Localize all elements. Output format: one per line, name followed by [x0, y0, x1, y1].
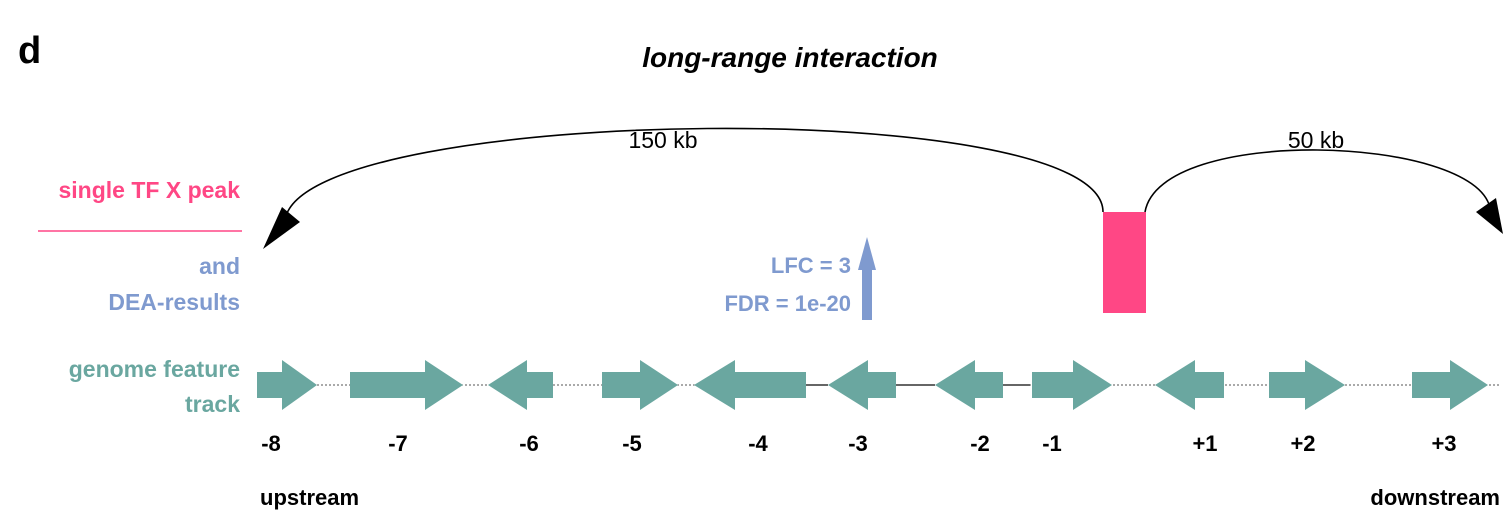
upstream-interaction-arc — [285, 127, 1104, 217]
gene-label: -7 — [388, 431, 408, 456]
tf-peak-track-label: single TF X peak — [59, 177, 241, 203]
gene-arrow — [257, 360, 317, 410]
gene-label: -5 — [622, 431, 642, 456]
gene-label: -4 — [748, 431, 768, 456]
genome-track-label-line2: track — [185, 391, 240, 417]
dea-track-label-line2: DEA-results — [108, 289, 240, 315]
gene-arrow — [1412, 360, 1488, 410]
tf-peak-bar — [1103, 212, 1146, 313]
panel-letter: d — [18, 30, 41, 72]
gene-label: -6 — [519, 431, 539, 456]
gene-arrow — [1155, 360, 1224, 410]
gene-arrow — [828, 360, 896, 410]
upstream-arrowhead — [263, 207, 300, 249]
dea-track-label-line1: and — [199, 253, 240, 279]
upregulation-arrow-head — [858, 237, 876, 270]
downstream-interaction-arc — [1144, 149, 1491, 213]
gene-label: -2 — [970, 431, 990, 456]
downstream-distance-label: 50 kb — [1288, 127, 1344, 153]
gene-arrow — [1032, 360, 1112, 410]
gene-arrow — [350, 360, 463, 410]
gene-label: -3 — [848, 431, 868, 456]
gene-arrow — [1269, 360, 1345, 410]
downstream-arrowhead — [1476, 198, 1503, 234]
gene-arrow — [694, 360, 806, 410]
gene-label: +1 — [1192, 431, 1217, 456]
gene-arrow — [602, 360, 678, 410]
gene-label: +3 — [1431, 431, 1456, 456]
genome-track-label-line1: genome feature — [69, 356, 240, 382]
gene-label: -8 — [261, 431, 281, 456]
upregulation-arrow-shaft — [862, 268, 872, 320]
upstream-label: upstream — [260, 485, 359, 510]
lfc-value: LFC = 3 — [771, 253, 851, 278]
gene-label: +2 — [1290, 431, 1315, 456]
gene-arrow — [935, 360, 1003, 410]
upstream-distance-label: 150 kb — [628, 127, 697, 153]
downstream-label: downstream — [1370, 485, 1500, 510]
gene-label: -1 — [1042, 431, 1062, 456]
diagram-title: long-range interaction — [642, 42, 938, 73]
gene-arrow — [488, 360, 553, 410]
fdr-value: FDR = 1e-20 — [724, 291, 851, 316]
